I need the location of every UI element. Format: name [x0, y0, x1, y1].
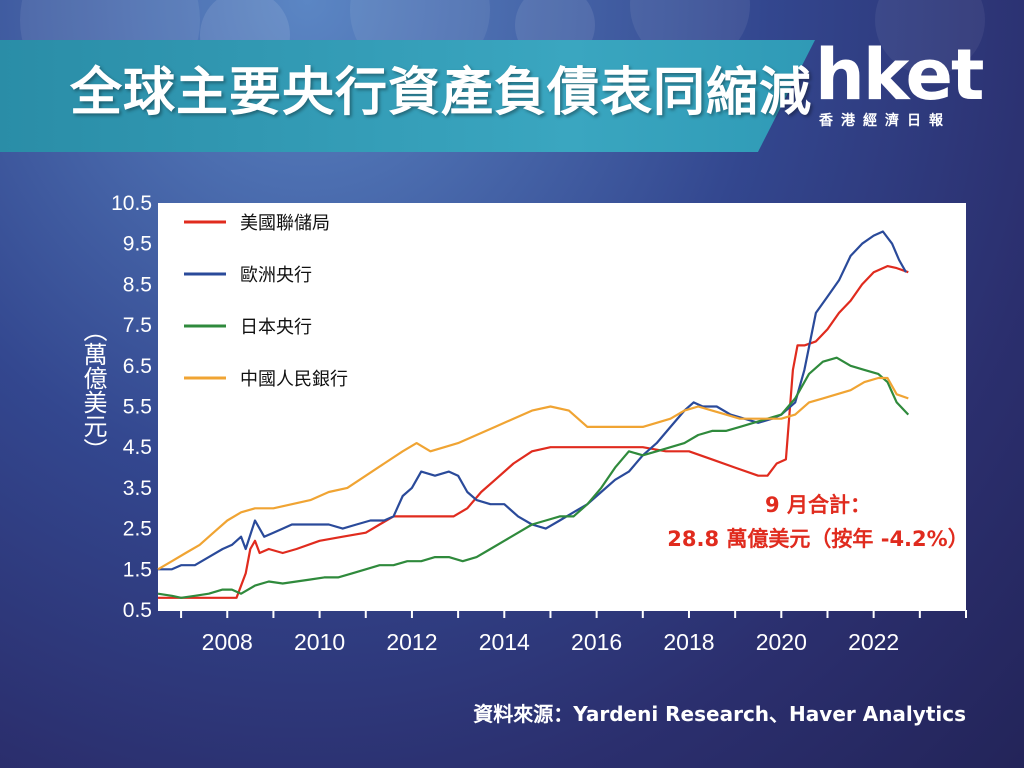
- y-tick-label: 0.5: [123, 599, 152, 622]
- y-tick-label: 10.5: [111, 192, 152, 215]
- x-tick-label: 2020: [756, 629, 807, 655]
- y-tick-label: 6.5: [123, 355, 152, 378]
- y-tick-label: 2.5: [123, 518, 152, 541]
- axes-layer: 0.5 1.5 2.5 3.5 4.5 5.5 6.5 7.5 8.5 9.5 10.5 2008 20…: [111, 192, 967, 655]
- logo-subtitle: 香港經濟日報: [819, 113, 951, 129]
- legend-label-2: 歐洲央行: [240, 265, 312, 286]
- x-tick-label: 2022: [848, 629, 899, 655]
- annotation-line-1: 9 月合計：: [765, 493, 871, 517]
- y-tick-label: 3.5: [123, 477, 152, 500]
- plot-area: [158, 203, 966, 610]
- logo-wordmark: hket: [815, 34, 984, 116]
- x-tick-label: 2014: [479, 629, 530, 655]
- legend-label-1: 美國聯儲局: [240, 213, 330, 234]
- x-tick-label: 2016: [571, 629, 622, 655]
- x-tick-label: 2012: [386, 629, 437, 655]
- y-tick-label: 4.5: [123, 436, 152, 459]
- y-tick-label: 7.5: [123, 314, 152, 337]
- legend-label-4: 中國人民銀行: [240, 369, 348, 390]
- series-layer: [157, 230, 910, 599]
- legend-label-3: 日本央行: [240, 317, 312, 338]
- y-axis-label: （萬億美元）: [79, 318, 107, 462]
- x-tick-label: 2008: [202, 629, 253, 655]
- hket-logo: hket 香港經濟日報: [815, 40, 1005, 140]
- series-line-1: [158, 265, 909, 599]
- series-line-4: [157, 376, 909, 571]
- source-note: 資料來源：Yardeni Research、Haver Analytics: [473, 702, 966, 726]
- y-tick-label: 9.5: [123, 233, 152, 256]
- page-title: 全球主要央行資產負債表同縮減: [70, 63, 813, 123]
- annotation-line-2: 28.8 萬億美元（按年 -4.2%）: [667, 527, 968, 551]
- y-tick-label: 5.5: [123, 396, 152, 419]
- y-tick-label: 8.5: [123, 273, 152, 296]
- title-banner: [0, 40, 815, 152]
- series-line-3: [157, 356, 910, 599]
- y-tick-label: 1.5: [123, 558, 152, 581]
- x-tick-label: 2018: [663, 629, 714, 655]
- annotation: 9 月合計： 28.8 萬億美元（按年 -4.2%）: [667, 493, 968, 551]
- x-tick-label: 2010: [294, 629, 345, 655]
